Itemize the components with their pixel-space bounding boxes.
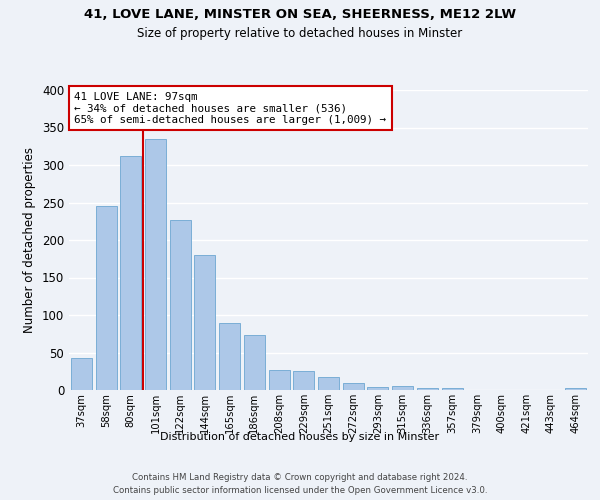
Bar [293,370,314,390]
Bar [145,138,166,390]
Bar [367,387,388,390]
Text: 41, LOVE LANE, MINSTER ON SEA, SHEERNESS, ME12 2LW: 41, LOVE LANE, MINSTER ON SEA, SHEERNESS… [84,8,516,20]
Bar [269,370,290,390]
Text: Contains public sector information licensed under the Open Government Licence v3: Contains public sector information licen… [113,486,487,495]
Bar [392,386,413,390]
Bar [565,388,586,390]
Bar [244,335,265,390]
Bar [417,388,438,390]
Bar [95,206,116,390]
Bar [194,255,215,390]
Bar [343,382,364,390]
Bar [71,358,92,390]
Text: Size of property relative to detached houses in Minster: Size of property relative to detached ho… [137,28,463,40]
Bar [318,377,339,390]
Text: Contains HM Land Registry data © Crown copyright and database right 2024.: Contains HM Land Registry data © Crown c… [132,472,468,482]
Bar [442,388,463,390]
Text: Distribution of detached houses by size in Minster: Distribution of detached houses by size … [160,432,440,442]
Y-axis label: Number of detached properties: Number of detached properties [23,147,37,333]
Bar [219,322,240,390]
Bar [120,156,141,390]
Text: 41 LOVE LANE: 97sqm
← 34% of detached houses are smaller (536)
65% of semi-detac: 41 LOVE LANE: 97sqm ← 34% of detached ho… [74,92,386,124]
Bar [170,220,191,390]
